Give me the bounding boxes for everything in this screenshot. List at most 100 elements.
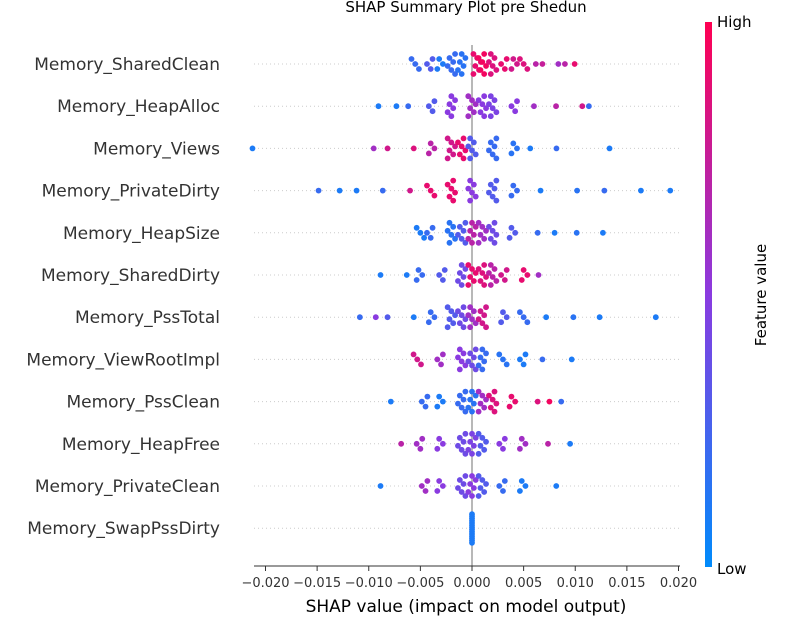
shap-point xyxy=(413,224,420,231)
shap-point xyxy=(434,445,441,452)
shap-point xyxy=(455,139,461,146)
shap-point xyxy=(510,56,517,62)
shap-point xyxy=(370,145,377,152)
shap-point xyxy=(503,361,510,368)
shap-point xyxy=(489,63,496,69)
shap-point xyxy=(472,63,479,69)
feature-label: Memory_HeapFree xyxy=(62,435,220,455)
shap-point xyxy=(469,239,475,246)
shap-point xyxy=(384,145,391,152)
shap-point xyxy=(491,388,498,395)
shap-point xyxy=(487,181,494,188)
shap-point xyxy=(458,358,465,365)
shap-point xyxy=(469,493,475,499)
shap-point xyxy=(469,539,475,546)
shap-point xyxy=(475,408,482,415)
shap-point xyxy=(531,103,537,110)
shap-point xyxy=(479,223,486,230)
shap-point xyxy=(467,135,474,142)
shap-point xyxy=(384,314,391,321)
shap-point xyxy=(431,145,438,152)
shap-point xyxy=(465,113,472,120)
shap-point xyxy=(472,477,479,483)
shap-point xyxy=(514,145,520,152)
shap-point xyxy=(486,147,492,154)
shap-point xyxy=(456,151,463,158)
shap-point xyxy=(479,101,486,108)
shap-point xyxy=(469,430,475,437)
shap-point xyxy=(353,187,360,194)
shap-point xyxy=(475,450,482,457)
shap-point xyxy=(393,103,400,110)
shap-point xyxy=(469,189,475,196)
shap-point xyxy=(475,266,482,272)
x-tick-label: 0.010 xyxy=(557,576,594,591)
shap-point xyxy=(486,223,492,230)
shap-point xyxy=(479,434,486,441)
feature-label: Memory_PrivateDirty xyxy=(42,182,220,202)
shap-point xyxy=(498,61,505,67)
shap-point xyxy=(470,308,477,315)
shap-point xyxy=(425,319,432,326)
shap-point xyxy=(479,477,486,483)
shap-point xyxy=(477,109,484,116)
shap-point xyxy=(508,66,515,72)
shap-point xyxy=(481,71,488,77)
shap-point xyxy=(475,362,482,369)
shap-point xyxy=(446,239,453,246)
shap-point xyxy=(452,235,458,242)
shap-point xyxy=(462,55,469,61)
shap-point xyxy=(446,101,453,108)
shap-point xyxy=(460,438,467,445)
shap-point xyxy=(475,219,482,226)
shap-point xyxy=(514,98,520,105)
shap-point xyxy=(475,388,482,395)
shap-point xyxy=(467,177,474,184)
shap-point xyxy=(439,351,446,358)
shap-point xyxy=(416,66,422,72)
shap-point xyxy=(431,98,438,105)
shap-point xyxy=(424,182,430,189)
shap-point xyxy=(462,493,469,499)
shap-point xyxy=(517,56,523,62)
shap-point xyxy=(477,400,484,407)
shap-point xyxy=(446,55,453,61)
shap-point xyxy=(568,356,575,363)
shap-point xyxy=(444,135,451,142)
shap-point xyxy=(487,71,494,77)
shap-point xyxy=(470,109,477,116)
shap-point xyxy=(462,430,469,437)
shap-point xyxy=(483,350,489,357)
shap-point xyxy=(467,227,474,234)
shap-point xyxy=(508,103,515,110)
shap-point xyxy=(574,187,581,194)
shap-point xyxy=(600,229,606,236)
shap-point xyxy=(425,150,432,157)
shap-point xyxy=(486,270,492,276)
shap-point xyxy=(413,277,420,283)
shap-point xyxy=(407,187,413,194)
shap-point xyxy=(555,61,562,67)
shap-point xyxy=(458,312,465,319)
shap-point xyxy=(481,51,488,57)
shap-point xyxy=(424,393,431,400)
shap-point xyxy=(508,393,515,400)
shap-point xyxy=(553,145,560,152)
shap-point xyxy=(477,278,484,284)
shap-point xyxy=(450,223,457,230)
feature-rows: Memory_SharedClean Memory_HeapAlloc Memory… xyxy=(26,55,680,539)
shap-point xyxy=(501,66,508,72)
shap-point xyxy=(512,229,519,236)
shap-point xyxy=(510,182,517,189)
colorbar-title: Feature value xyxy=(752,244,770,346)
shap-point xyxy=(477,308,484,315)
shap-point xyxy=(455,485,461,491)
shap-point xyxy=(535,272,542,278)
shap-point xyxy=(418,398,425,405)
shap-point xyxy=(551,229,558,236)
shap-point xyxy=(481,235,488,242)
shap-point xyxy=(489,151,496,158)
shap-point xyxy=(458,235,465,242)
feature-label: Memory_HeapAlloc xyxy=(57,97,220,117)
shap-point xyxy=(470,71,477,77)
